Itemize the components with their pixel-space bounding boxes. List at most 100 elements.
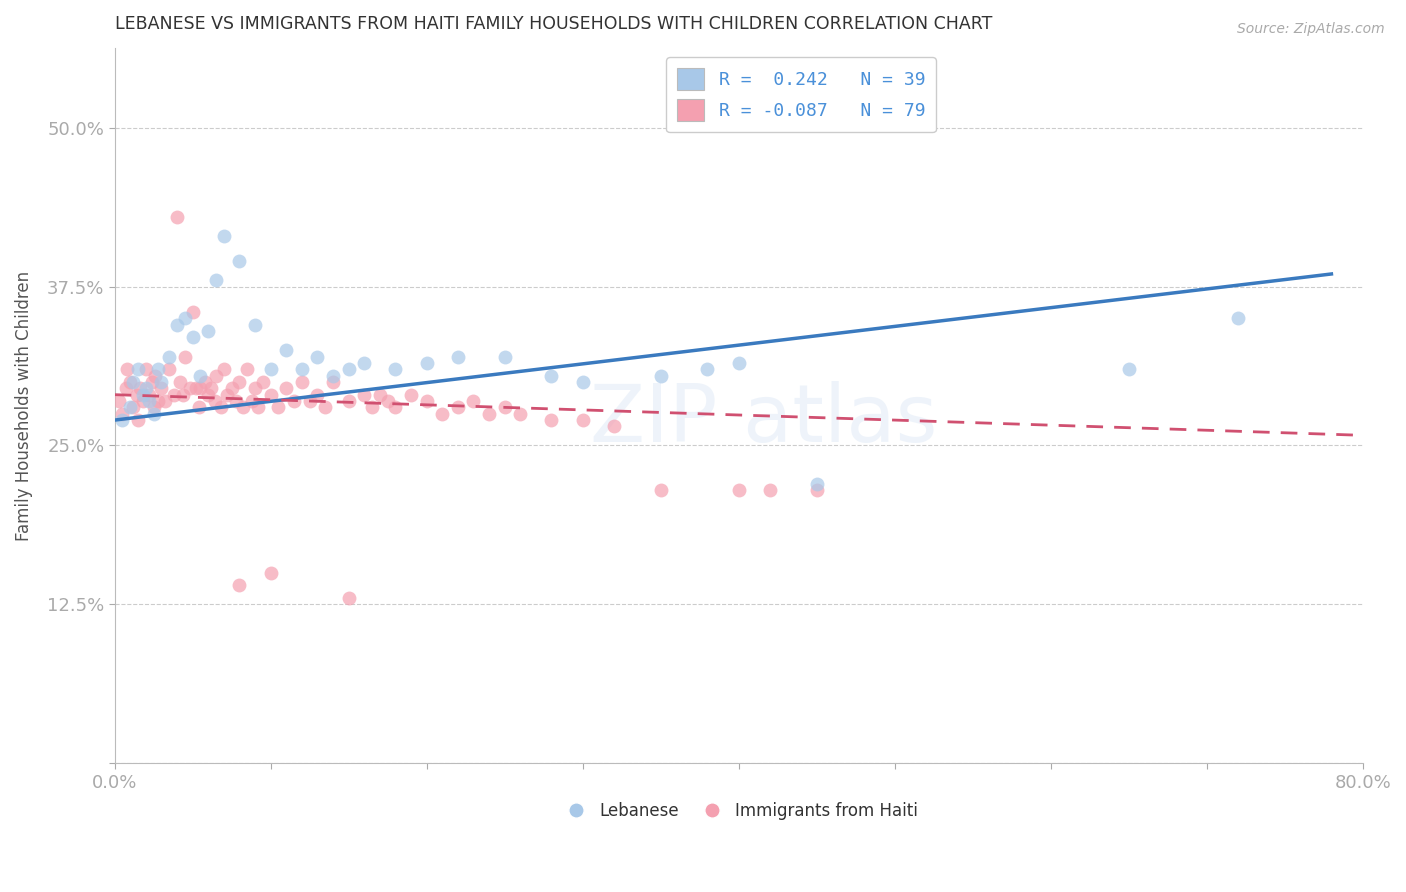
Point	[209, 401, 232, 415]
Point	[194, 375, 217, 389]
Point	[377, 394, 399, 409]
Point	[337, 394, 360, 409]
Point	[173, 311, 195, 326]
Point	[384, 401, 406, 415]
Text: LEBANESE VS IMMIGRANTS FROM HAITI FAMILY HOUSEHOLDS WITH CHILDREN CORRELATION CH: LEBANESE VS IMMIGRANTS FROM HAITI FAMILY…	[115, 15, 993, 33]
Point	[696, 362, 718, 376]
Point	[215, 387, 238, 401]
Point	[135, 381, 157, 395]
Point	[228, 578, 250, 592]
Point	[540, 413, 562, 427]
Point	[172, 387, 194, 401]
Point	[650, 483, 672, 497]
Point	[120, 375, 142, 389]
Point	[135, 362, 157, 376]
Point	[114, 381, 136, 395]
Point	[415, 356, 437, 370]
Point	[108, 394, 131, 409]
Point	[197, 387, 219, 401]
Point	[337, 362, 360, 376]
Point	[184, 381, 207, 395]
Point	[243, 381, 266, 395]
Point	[132, 394, 155, 409]
Point	[132, 387, 155, 401]
Point	[322, 375, 344, 389]
Point	[141, 375, 163, 389]
Point	[368, 387, 391, 401]
Point	[181, 330, 204, 344]
Point	[415, 394, 437, 409]
Point	[190, 368, 212, 383]
Point	[157, 350, 180, 364]
Point	[322, 368, 344, 383]
Point	[111, 413, 134, 427]
Point	[759, 483, 782, 497]
Point	[1118, 362, 1140, 376]
Legend: Lebanese, Immigrants from Haiti: Lebanese, Immigrants from Haiti	[553, 795, 925, 826]
Y-axis label: Family Households with Children: Family Households with Children	[15, 271, 32, 541]
Point	[150, 381, 173, 395]
Point	[138, 394, 160, 409]
Point	[173, 350, 195, 364]
Point	[806, 483, 828, 497]
Point	[142, 401, 165, 415]
Point	[148, 394, 170, 409]
Point	[509, 407, 531, 421]
Point	[267, 401, 290, 415]
Point	[228, 375, 250, 389]
Point	[163, 387, 186, 401]
Point	[361, 401, 384, 415]
Point	[806, 476, 828, 491]
Point	[205, 368, 228, 383]
Point	[153, 394, 176, 409]
Point	[291, 375, 314, 389]
Point	[307, 387, 329, 401]
Point	[1226, 311, 1249, 326]
Point	[212, 362, 235, 376]
Point	[260, 362, 283, 376]
Point	[111, 407, 134, 421]
Point	[221, 381, 243, 395]
Point	[337, 591, 360, 605]
Point	[298, 394, 321, 409]
Point	[127, 362, 149, 376]
Point	[122, 375, 145, 389]
Point	[540, 368, 562, 383]
Point	[432, 407, 454, 421]
Point	[260, 387, 283, 401]
Point	[571, 375, 593, 389]
Point	[240, 394, 263, 409]
Point	[260, 566, 283, 580]
Point	[283, 394, 305, 409]
Point	[138, 387, 160, 401]
Point	[228, 254, 250, 268]
Point	[447, 350, 470, 364]
Point	[276, 381, 298, 395]
Point	[127, 413, 149, 427]
Point	[204, 394, 226, 409]
Point	[494, 401, 516, 415]
Point	[128, 381, 150, 395]
Point	[190, 381, 212, 395]
Point	[166, 210, 188, 224]
Point	[197, 324, 219, 338]
Point	[571, 413, 593, 427]
Point	[169, 375, 191, 389]
Point	[125, 387, 148, 401]
Point	[181, 305, 204, 319]
Point	[187, 401, 209, 415]
Point	[314, 401, 336, 415]
Point	[179, 381, 201, 395]
Text: Source: ZipAtlas.com: Source: ZipAtlas.com	[1237, 22, 1385, 37]
Point	[478, 407, 501, 421]
Point	[122, 401, 145, 415]
Point	[143, 368, 166, 383]
Point	[447, 401, 470, 415]
Point	[205, 273, 228, 287]
Point	[307, 350, 329, 364]
Point	[212, 228, 235, 243]
Point	[727, 356, 749, 370]
Point	[399, 387, 422, 401]
Point	[150, 375, 173, 389]
Point	[142, 407, 165, 421]
